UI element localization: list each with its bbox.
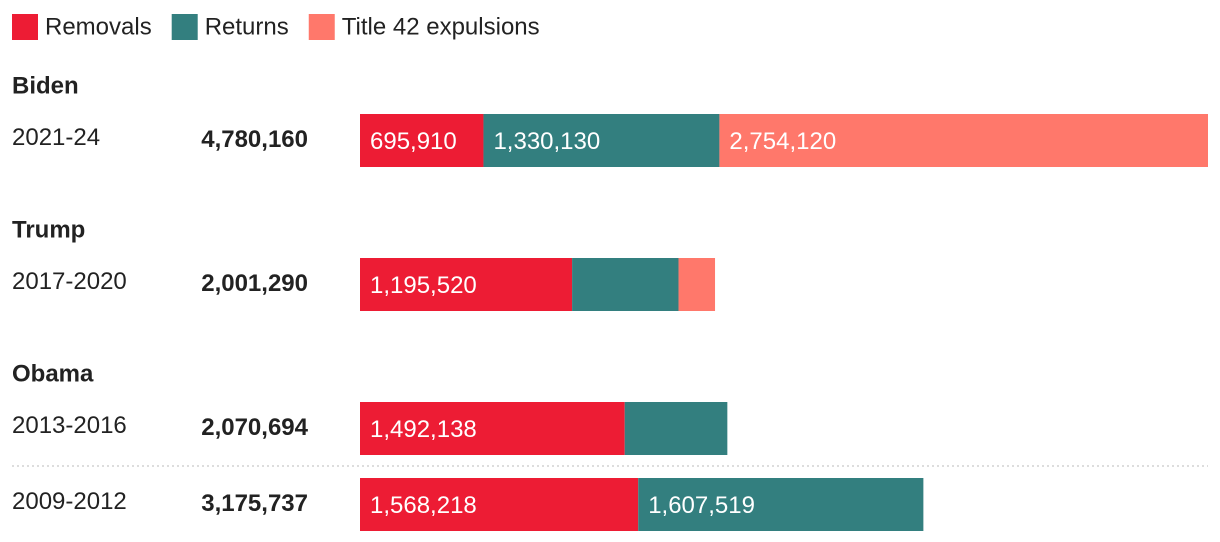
group-label: Biden — [12, 72, 79, 99]
total-label: 2,070,694 — [201, 414, 308, 441]
value-label: 1,492,138 — [370, 416, 477, 443]
value-label: 1,607,519 — [648, 492, 755, 519]
category-label: 2009-2012 — [12, 488, 127, 515]
legend-swatch — [12, 14, 38, 40]
legend-swatch — [308, 14, 335, 40]
total-label: 4,780,160 — [201, 126, 308, 153]
bar-segment — [483, 114, 720, 167]
value-label: 695,910 — [370, 128, 457, 155]
legend-label: Returns — [205, 13, 289, 40]
legend-swatch — [171, 14, 198, 40]
legend-label: Title 42 expulsions — [342, 13, 540, 40]
bar-segment — [360, 402, 625, 455]
legend-label: Removals — [45, 13, 152, 40]
total-label: 3,175,737 — [201, 490, 308, 517]
value-label: 1,568,218 — [370, 492, 477, 519]
group-label: Trump — [12, 216, 85, 243]
category-label: 2013-2016 — [12, 412, 127, 439]
category-label: 2021-24 — [12, 124, 100, 151]
bar-segment — [638, 478, 924, 531]
category-label: 2017-2020 — [12, 268, 127, 295]
bar-segment — [719, 114, 1208, 167]
bar-segment — [360, 258, 573, 311]
bar-segment — [360, 478, 639, 531]
bar-segment — [624, 402, 728, 455]
total-label: 2,001,290 — [201, 270, 308, 297]
bar-segment — [678, 258, 716, 311]
bar-segment — [572, 258, 679, 311]
bar-segment — [360, 114, 484, 167]
value-label: 1,195,520 — [370, 272, 477, 299]
value-label: 1,330,130 — [493, 128, 600, 155]
value-label: 2,754,120 — [729, 128, 836, 155]
group-label: Obama — [12, 360, 94, 387]
